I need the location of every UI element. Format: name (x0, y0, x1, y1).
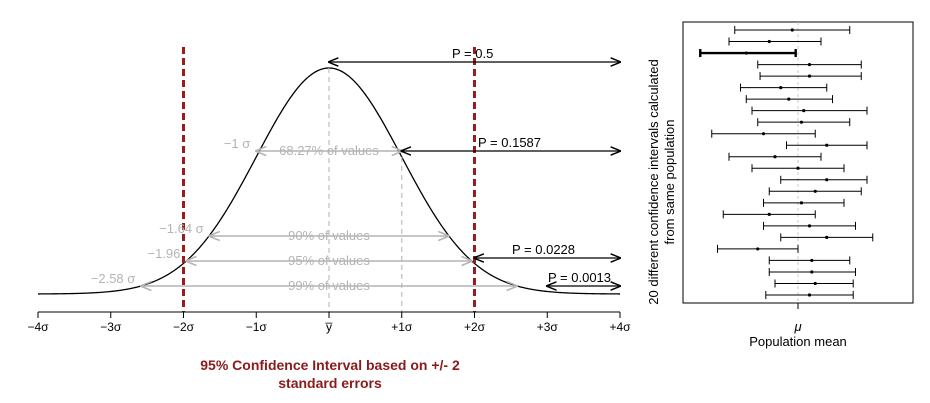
mu-tick-label: μ (793, 319, 801, 334)
ci-center-point (773, 155, 777, 159)
tail-probability-label: P = 0.0228 (512, 242, 575, 257)
x-tick-label: +2σ (464, 320, 486, 334)
right-y-axis-label-line-1: 20 different confidence intervals calcul… (646, 59, 661, 304)
x-tick-label: −4σ (27, 320, 49, 334)
tail-probability-label: P = 0.0013 (548, 270, 611, 285)
x-tick-label: −2σ (173, 320, 195, 334)
ci-center-point (807, 62, 812, 67)
ci-center-point (799, 201, 804, 205)
ci-center-point (767, 212, 771, 216)
ci-center-point (796, 166, 800, 170)
normal-curve-panel: −4σ −3σ −2σ −1σ y̅ +1σ +2σ +3σ +4σ 68.27% of valu… (27, 46, 631, 334)
x-tick-label: −1σ (246, 320, 268, 334)
ci-center-point (807, 293, 812, 297)
ci-center-point (825, 143, 829, 147)
tail-probability-label: P = 0.1587 (478, 135, 541, 150)
right-y-axis-label-line-2: from same population (662, 119, 677, 244)
right-x-axis-label: Population mean (749, 334, 847, 349)
ci-center-point (767, 39, 771, 44)
ci-center-point (807, 74, 812, 78)
ci-center-point (807, 224, 812, 228)
ci-center-point (802, 109, 806, 113)
confidence-intervals-panel (682, 21, 914, 309)
ci-center-point (825, 235, 829, 239)
ci-center-point (756, 247, 760, 251)
caption-line-1: 95% Confidence Interval based on +/- 2 (200, 357, 460, 373)
caption-line-2: standard errors (278, 375, 382, 391)
tail-probability-label: P = 0.5 (452, 46, 493, 61)
ci-center-point (799, 120, 804, 124)
interval-label: 90% of values (288, 228, 370, 243)
interval-bound-label: −2.58 σ (91, 271, 136, 286)
ci-center-point (813, 189, 817, 193)
ci-center-point (813, 281, 817, 286)
ci-center-point (761, 132, 766, 136)
x-tick-label: +4σ (609, 320, 631, 334)
ci-center-point (810, 258, 814, 263)
ci-center-point (779, 86, 783, 90)
ci-center-point (790, 28, 794, 32)
ci-center-point (787, 97, 791, 101)
interval-label: 99% of values (288, 278, 370, 293)
x-tick-label: y̅ (325, 320, 333, 334)
x-tick-label: +1σ (391, 320, 413, 334)
x-tick-label: +3σ (537, 320, 559, 334)
interval-bound-label: −1.96 (148, 246, 181, 261)
ci-center-point (810, 270, 814, 274)
x-tick-label: −3σ (100, 320, 122, 334)
interval-bound-label: −1 σ (224, 136, 250, 151)
ci-center-point (744, 51, 748, 55)
interval-label: 95% of values (288, 253, 370, 268)
ci-center-point (825, 178, 829, 182)
interval-bound-label: −1.64 σ (159, 221, 204, 236)
interval-label: 68.27% of values (279, 143, 379, 158)
